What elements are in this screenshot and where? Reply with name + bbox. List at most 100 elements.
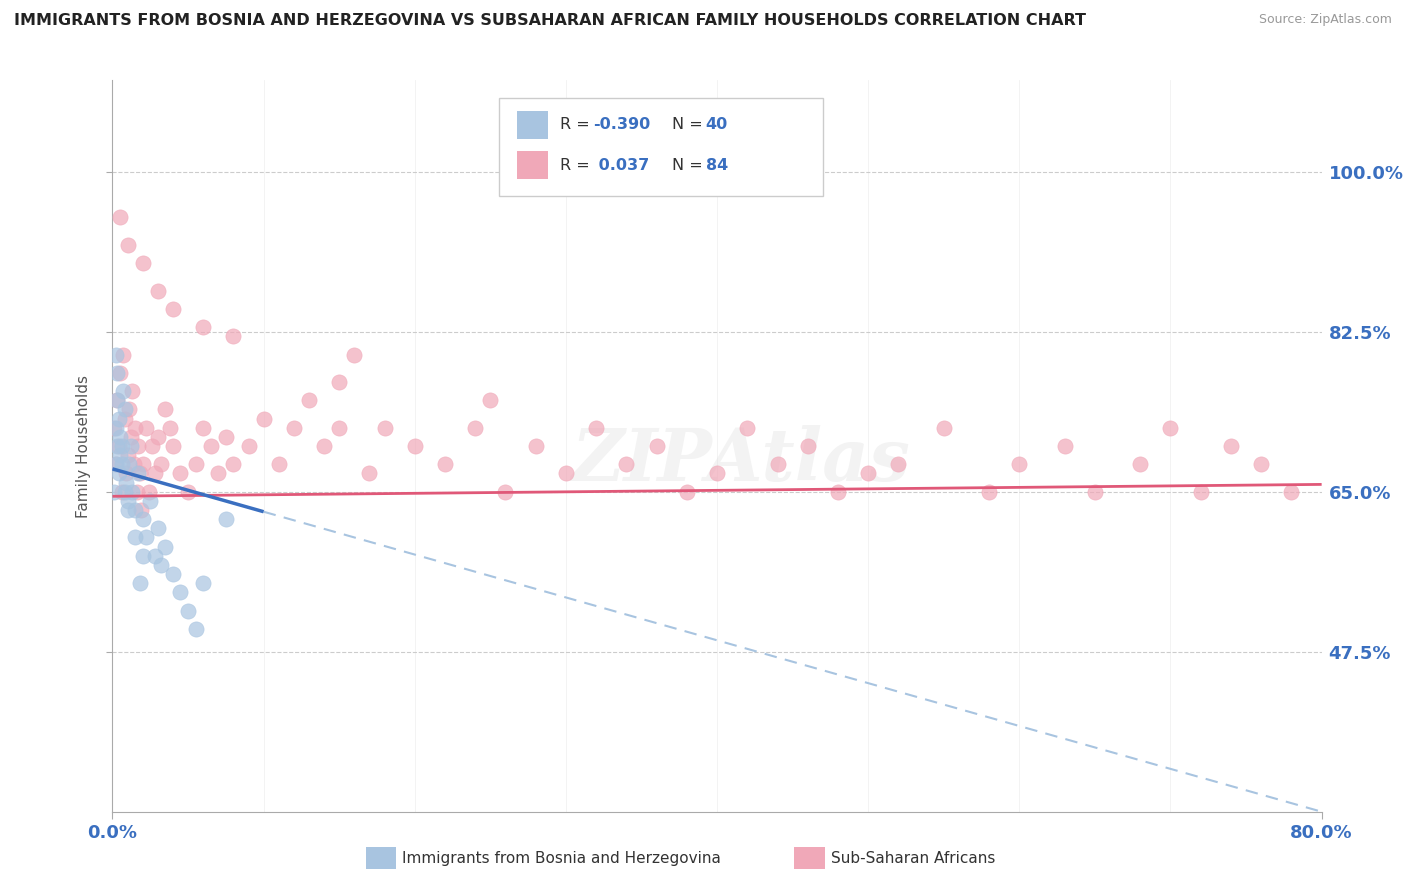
Text: Source: ZipAtlas.com: Source: ZipAtlas.com	[1258, 13, 1392, 27]
Point	[107, 439, 129, 453]
Text: 0.037: 0.037	[593, 158, 650, 172]
Point	[112, 348, 135, 362]
Point	[554, 467, 576, 481]
Point	[766, 458, 789, 472]
Point	[222, 458, 245, 472]
Point	[118, 458, 141, 472]
Point	[105, 366, 128, 380]
Point	[115, 475, 138, 490]
Point	[169, 585, 191, 599]
Point	[146, 284, 169, 298]
Point	[207, 467, 229, 481]
Point	[645, 439, 668, 453]
Point	[110, 458, 132, 472]
Point	[117, 448, 139, 462]
Point	[143, 549, 166, 563]
Point	[132, 549, 155, 563]
Point	[162, 567, 184, 582]
Point	[184, 622, 207, 636]
Point	[117, 238, 139, 252]
Point	[1008, 458, 1031, 472]
Text: R =: R =	[560, 118, 595, 132]
Text: N =: N =	[672, 118, 709, 132]
Point	[524, 439, 547, 453]
Point	[1053, 439, 1076, 453]
Point	[103, 484, 125, 499]
Point	[464, 421, 486, 435]
Point	[1189, 484, 1212, 499]
Point	[121, 484, 143, 499]
Point	[159, 421, 181, 435]
Point	[127, 467, 149, 481]
Point	[979, 484, 1001, 499]
Point	[149, 558, 172, 572]
Point	[169, 467, 191, 481]
Point	[495, 484, 517, 499]
Point	[155, 402, 177, 417]
Point	[298, 393, 321, 408]
Point	[283, 421, 305, 435]
Point	[108, 211, 131, 225]
Point	[827, 484, 849, 499]
Point	[796, 439, 818, 453]
Point	[343, 348, 366, 362]
Point	[143, 467, 166, 481]
Point	[200, 439, 222, 453]
Point	[108, 366, 131, 380]
Point	[104, 348, 127, 362]
Point	[858, 467, 880, 481]
Point	[117, 494, 139, 508]
Text: 84: 84	[706, 158, 728, 172]
Point	[177, 604, 200, 618]
Point	[139, 494, 162, 508]
Point	[120, 430, 142, 444]
Point	[110, 484, 132, 499]
Point	[125, 484, 148, 499]
Point	[177, 484, 200, 499]
Point	[184, 458, 207, 472]
Point	[124, 530, 146, 544]
Point	[222, 329, 245, 343]
Point	[267, 458, 290, 472]
Point	[706, 467, 728, 481]
Y-axis label: Family Households: Family Households	[76, 375, 91, 517]
Text: ZIPAtlas: ZIPAtlas	[572, 425, 911, 496]
Point	[479, 393, 502, 408]
Point	[135, 530, 157, 544]
Point	[107, 411, 129, 425]
Point	[1129, 458, 1152, 472]
Point	[374, 421, 396, 435]
Point	[215, 512, 238, 526]
Point	[128, 576, 150, 591]
Point	[105, 439, 128, 453]
Point	[132, 256, 155, 270]
Point	[124, 503, 146, 517]
Point	[117, 503, 139, 517]
Point	[146, 521, 169, 535]
Point	[128, 467, 150, 481]
Point	[191, 320, 215, 334]
Point	[129, 503, 152, 517]
Text: 40: 40	[706, 118, 728, 132]
Point	[103, 421, 125, 435]
Point	[108, 448, 131, 462]
Point	[115, 467, 138, 481]
Point	[141, 439, 163, 453]
Point	[328, 375, 350, 389]
Point	[149, 458, 172, 472]
Point	[110, 439, 132, 453]
Point	[737, 421, 759, 435]
Point	[118, 402, 141, 417]
Point	[191, 576, 215, 591]
Point	[132, 458, 155, 472]
Point	[585, 421, 607, 435]
Point	[121, 384, 143, 399]
Point	[155, 540, 177, 554]
Point	[676, 484, 699, 499]
Text: IMMIGRANTS FROM BOSNIA AND HERZEGOVINA VS SUBSAHARAN AFRICAN FAMILY HOUSEHOLDS C: IMMIGRANTS FROM BOSNIA AND HERZEGOVINA V…	[14, 13, 1085, 29]
Point	[122, 458, 145, 472]
Point	[114, 484, 136, 499]
Point	[215, 430, 238, 444]
Point	[328, 421, 350, 435]
Text: Immigrants from Bosnia and Herzegovina: Immigrants from Bosnia and Herzegovina	[402, 851, 721, 865]
